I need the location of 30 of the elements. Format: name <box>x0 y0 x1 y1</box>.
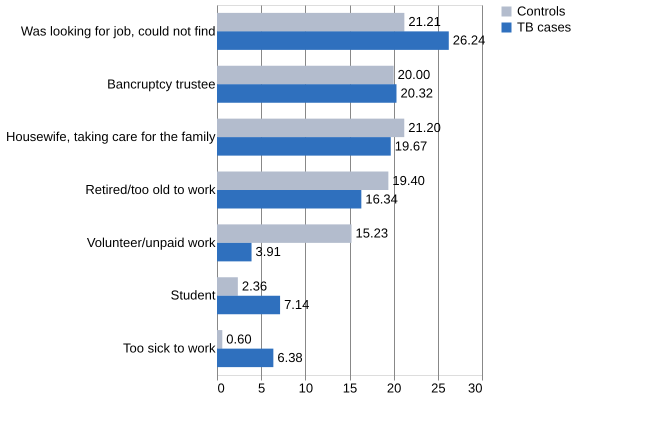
data-label: 20.00 <box>398 67 430 82</box>
x-tick-label: 5 <box>258 380 266 396</box>
data-label: 19.67 <box>394 138 428 154</box>
y-tick-label: Student <box>170 288 216 303</box>
x-tick-label: 0 <box>218 380 225 396</box>
y-tick-label: Housewife, taking care for the family <box>6 129 216 144</box>
x-tick-label: 30 <box>468 380 482 396</box>
y-tick-label: Too sick to work <box>123 340 216 356</box>
data-label: 20.32 <box>400 86 434 101</box>
data-label: 16.34 <box>365 191 398 206</box>
data-label: 15.23 <box>356 226 388 241</box>
data-label: 19.40 <box>392 172 425 188</box>
x-tick-label: 10 <box>298 380 314 396</box>
data-label: 2.36 <box>242 278 268 294</box>
data-label: 0.60 <box>226 331 252 346</box>
data-label: 6.38 <box>277 350 303 365</box>
data-label: 21.20 <box>408 120 441 135</box>
y-tick-label: Bancruptcy trustee <box>107 76 216 92</box>
x-tick-label: 15 <box>342 380 358 396</box>
y-tick-label: Was looking for job, could not find <box>20 23 216 38</box>
data-label: 21.21 <box>408 14 441 30</box>
data-label: 26.24 <box>452 32 486 48</box>
data-label: 3.91 <box>256 244 281 260</box>
y-tick-label: Volunteer/unpaid work <box>86 234 216 250</box>
x-tick-label: 25 <box>431 380 446 396</box>
data-label: 7.14 <box>284 296 310 312</box>
legend-label: Controls <box>517 4 566 18</box>
x-tick-label: 20 <box>386 380 402 396</box>
legend-label: TB cases <box>517 20 572 34</box>
y-tick-label: Retired/too old to work <box>85 182 216 197</box>
